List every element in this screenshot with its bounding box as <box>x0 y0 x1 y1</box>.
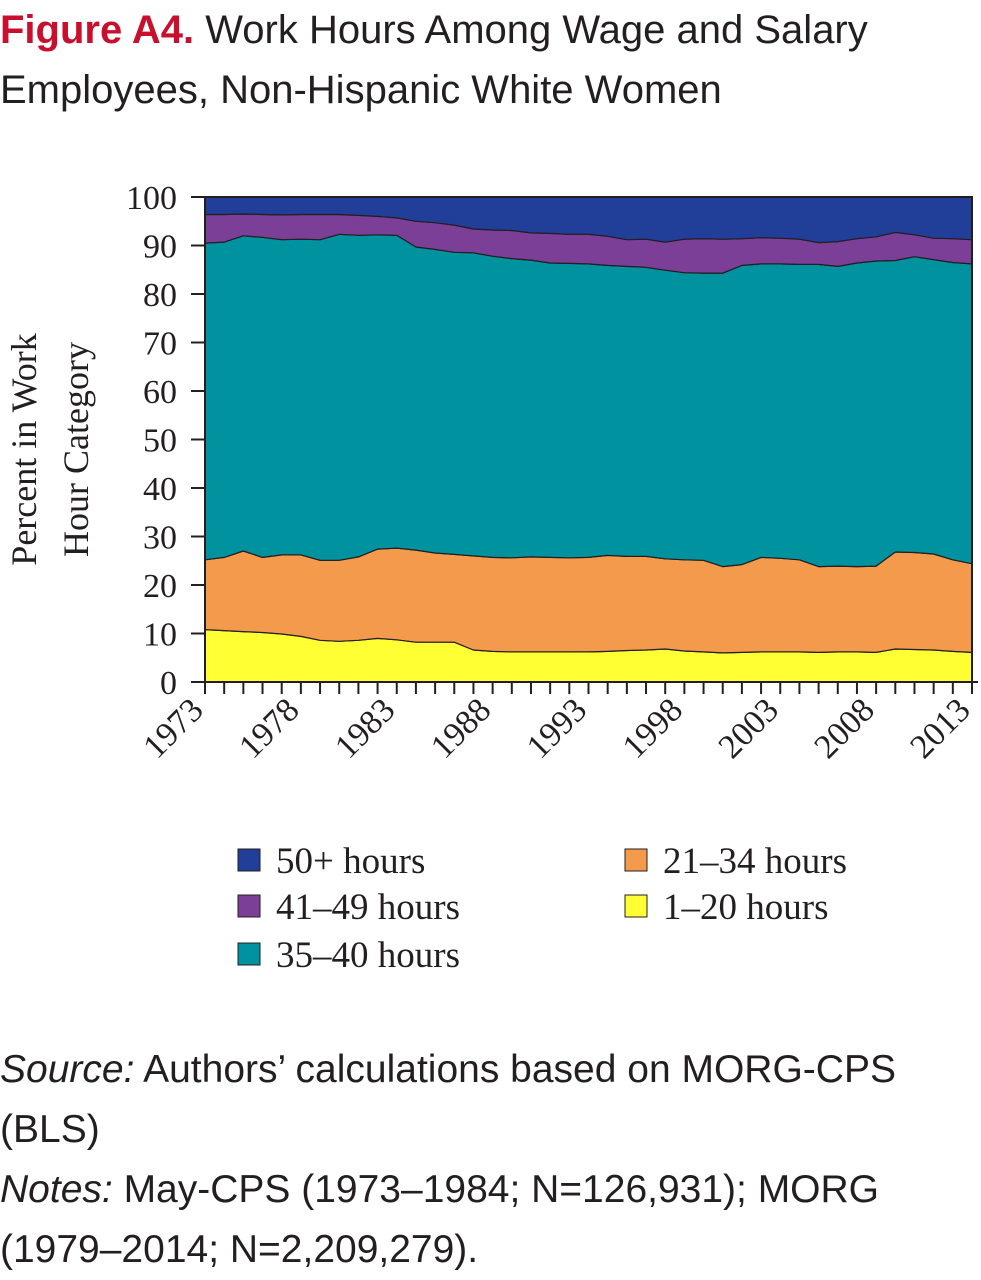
y-tick-label: 80 <box>143 277 177 314</box>
x-tick-label: 1993 <box>520 691 594 765</box>
legend-swatch <box>624 848 648 872</box>
x-tick-label: 1983 <box>328 691 402 765</box>
y-tick-label: 100 <box>126 180 177 217</box>
legend-swatch <box>624 894 648 918</box>
legend-swatch <box>237 848 261 872</box>
x-axis: 1973 1978 1983 1988 1993 1998 2003 2008 2013 <box>136 681 978 766</box>
legend-label: 50+ hours <box>276 841 425 882</box>
y-tick-label: 70 <box>143 326 177 363</box>
y-tick-label: 0 <box>160 665 177 702</box>
x-tick-label: 1973 <box>136 691 210 765</box>
x-tick-label: 2013 <box>903 691 977 765</box>
y-tick-label: 40 <box>143 471 177 508</box>
notes-text: May-CPS (1973–1984; N=126,931); MORG (19… <box>0 1168 880 1271</box>
y-tick-label: 50 <box>143 423 177 460</box>
y-axis-label-line2: Hour Category <box>56 342 96 557</box>
figure-title-text: Work Hours Among Wage and Salary Employe… <box>0 8 868 112</box>
y-tick-label: 90 <box>143 229 177 266</box>
figure-title: Figure A4. Work Hours Among Wage and Sal… <box>0 0 981 120</box>
legend: 50+ hours 41–49 hours 35–40 hours 21–34 hou… <box>237 841 847 976</box>
legend-label: 1–20 hours <box>663 887 828 928</box>
notes-label: Notes: <box>0 1168 113 1211</box>
legend-label: 41–49 hours <box>276 887 460 928</box>
legend-label: 21–34 hours <box>663 841 847 882</box>
figure-label: Figure A4. <box>0 8 195 52</box>
legend-label: 35–40 hours <box>276 935 460 976</box>
area-series-35-40-hours <box>204 233 973 568</box>
y-tick-label: 10 <box>143 617 177 654</box>
plot-frame <box>204 196 973 683</box>
source-label: Source: <box>0 1048 135 1091</box>
x-tick-label: 1988 <box>424 691 498 765</box>
y-axis: 0 10 20 30 40 50 60 70 80 90 100 <box>126 180 205 702</box>
x-tick-label: 1998 <box>616 691 690 765</box>
legend-swatch <box>237 942 261 966</box>
notes-line: Notes: May-CPS (1973–1984; N=126,931); M… <box>0 1160 981 1280</box>
x-tick-label: 1978 <box>232 691 306 765</box>
source-text: Authors’ calculations based on MORG-CPS … <box>0 1048 896 1151</box>
x-tick-label: 2003 <box>712 691 786 765</box>
legend-swatch <box>237 894 261 918</box>
source-line: Source: Authors’ calculations based on M… <box>0 1040 981 1160</box>
y-tick-label: 20 <box>143 568 177 605</box>
y-tick-label: 60 <box>143 374 177 411</box>
footer-notes: Source: Authors’ calculations based on M… <box>0 1040 981 1280</box>
y-tick-label: 30 <box>143 520 177 557</box>
area-layers <box>204 196 973 683</box>
y-axis-label-line1: Percent in Work <box>4 333 44 565</box>
x-tick-label: 2008 <box>808 691 882 765</box>
